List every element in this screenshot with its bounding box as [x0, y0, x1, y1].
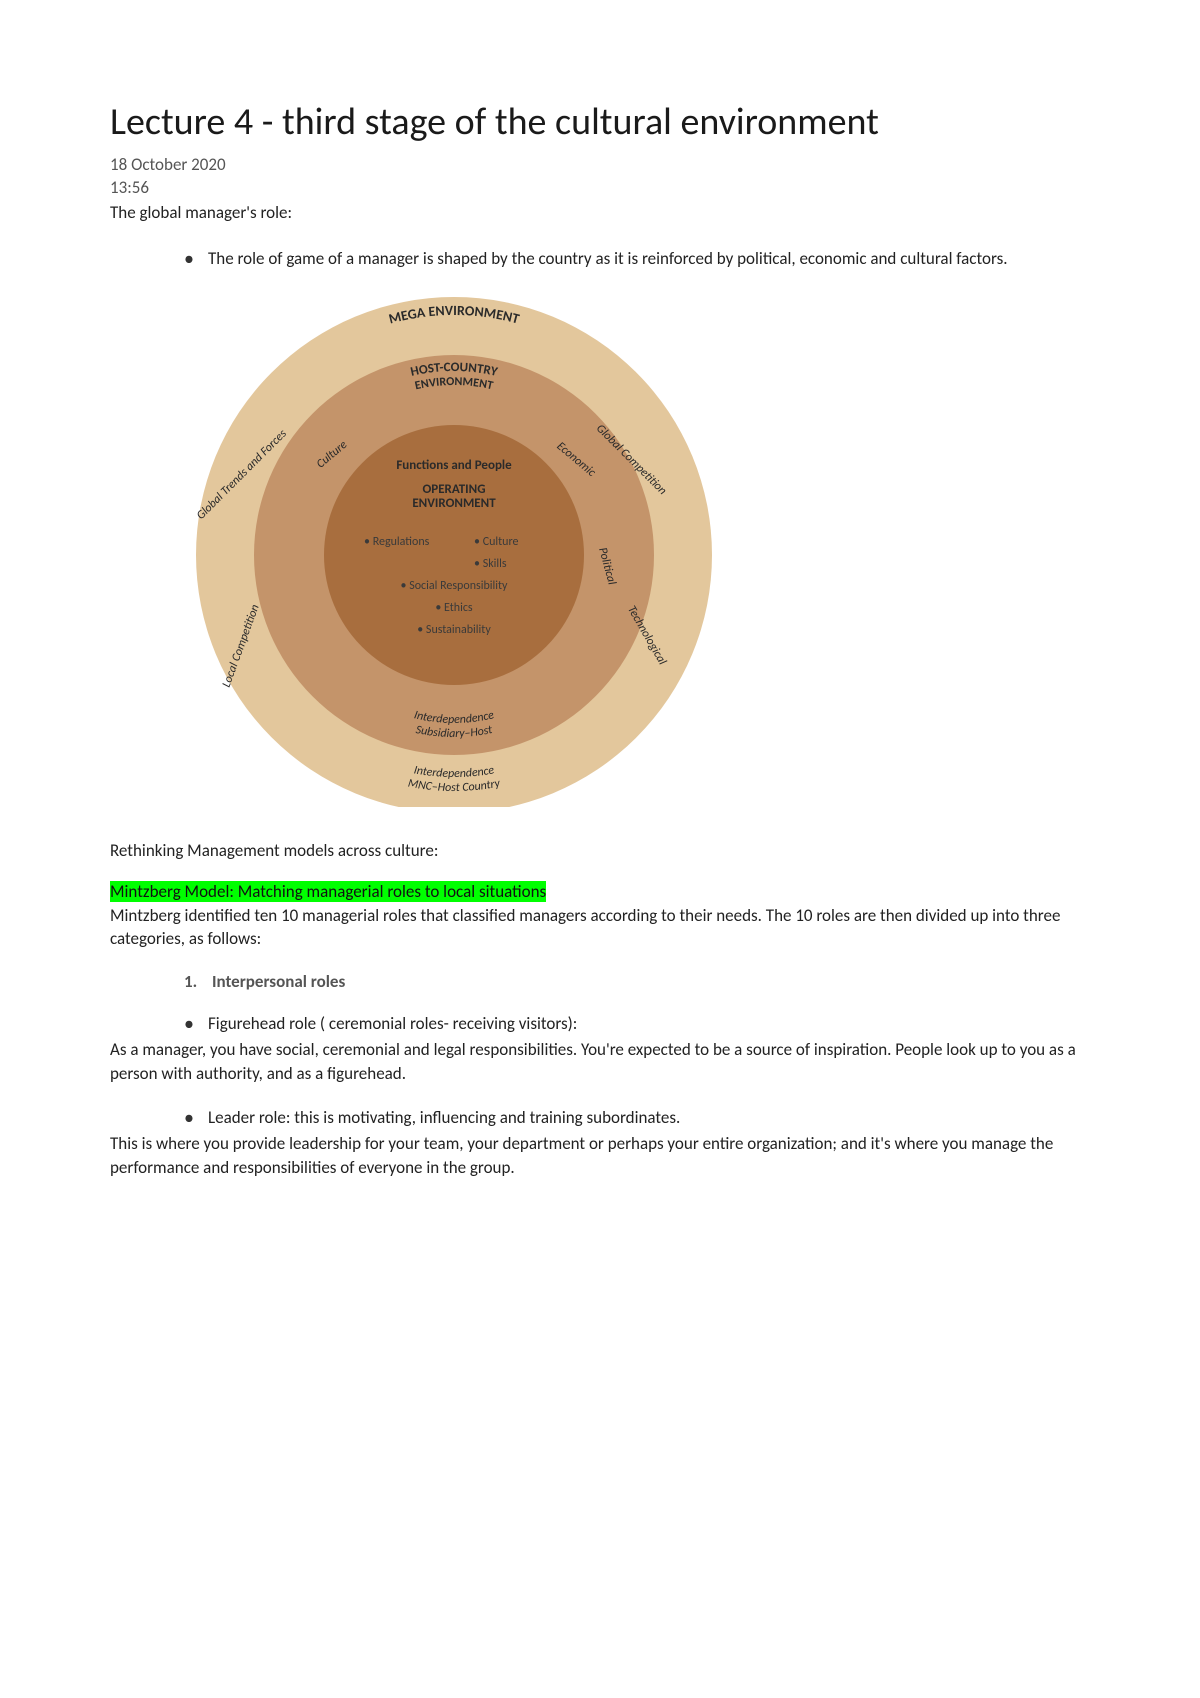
leader-para: This is where you provide leadership for… — [110, 1132, 1090, 1180]
leader-bullet-text: Leader role: this is motivating, influen… — [208, 1106, 1090, 1130]
svg-text:OPERATING: OPERATING — [423, 482, 486, 497]
bullet-icon: • — [184, 1012, 208, 1036]
svg-text:• Social Responsibility: • Social Responsibility — [401, 579, 509, 593]
svg-text:• Regulations: • Regulations — [364, 535, 430, 549]
bullet-icon: • — [184, 247, 208, 271]
figurehead-bullet-text: Figurehead role ( ceremonial roles- rece… — [208, 1012, 1090, 1036]
category-1: 1. Interpersonal roles — [110, 971, 1090, 992]
main-bullet-text: The role of game of a manager is shaped … — [208, 247, 1090, 271]
mintzberg-para: Mintzberg identified ten 10 managerial r… — [110, 904, 1090, 952]
svg-text:• Skills: • Skills — [474, 557, 507, 571]
category-number: 1. — [184, 971, 212, 992]
svg-text:ENVIRONMENT: ENVIRONMENT — [412, 496, 496, 511]
mintzberg-highlight: Mintzberg Model: Matching managerial rol… — [110, 881, 546, 902]
concentric-diagram: MEGA ENVIRONMENTHOST-COUNTRYENVIRONMENTF… — [184, 287, 724, 807]
svg-text:• Sustainability: • Sustainability — [417, 623, 491, 637]
time: 13:56 — [110, 177, 1090, 198]
leader-bullet: • Leader role: this is motivating, influ… — [110, 1106, 1090, 1130]
figurehead-bullet: • Figurehead role ( ceremonial roles- re… — [110, 1012, 1090, 1036]
svg-text:• Culture: • Culture — [474, 535, 518, 549]
svg-text:Functions and People: Functions and People — [396, 458, 512, 473]
category-title: Interpersonal roles — [212, 971, 345, 992]
rethinking-heading: Rethinking Management models across cult… — [110, 840, 1090, 861]
figurehead-para: As a manager, you have social, ceremonia… — [110, 1038, 1090, 1086]
bullet-icon: • — [184, 1106, 208, 1130]
intro-text: The global manager's role: — [110, 202, 1090, 223]
date: 18 October 2020 — [110, 154, 1090, 175]
environment-diagram: MEGA ENVIRONMENTHOST-COUNTRYENVIRONMENTF… — [110, 287, 1090, 812]
svg-text:• Ethics: • Ethics — [435, 601, 473, 615]
page-title: Lecture 4 - third stage of the cultural … — [110, 100, 1090, 146]
main-bullet: • The role of game of a manager is shape… — [110, 247, 1090, 271]
